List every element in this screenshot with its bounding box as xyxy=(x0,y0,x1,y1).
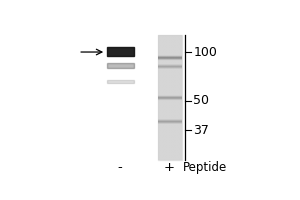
Text: 37: 37 xyxy=(193,124,209,137)
Text: +: + xyxy=(164,161,174,174)
Bar xyxy=(107,80,134,83)
Text: 100: 100 xyxy=(193,46,217,59)
Text: -: - xyxy=(118,161,122,174)
Text: 50: 50 xyxy=(193,95,209,108)
Bar xyxy=(107,63,134,68)
Bar xyxy=(107,47,134,56)
Bar xyxy=(158,35,182,160)
Text: Peptide: Peptide xyxy=(183,161,227,174)
